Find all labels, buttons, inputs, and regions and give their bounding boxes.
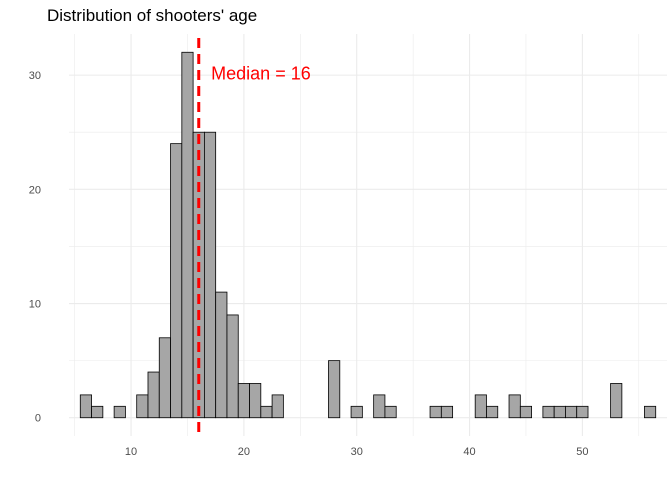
histogram-bar [328,360,341,419]
histogram-bar [474,394,487,419]
histogram-bar [181,51,194,419]
histogram-bar [226,314,239,419]
histogram-bar [91,405,104,419]
x-tick-label: 50 [576,446,588,458]
histogram-bar [440,405,454,419]
histogram-bar [215,291,228,419]
histogram-bar [576,405,589,419]
x-tick-label: 20 [238,446,250,458]
histogram-bar [553,405,566,419]
histogram-bar [237,383,250,419]
histogram-bar [203,131,217,419]
histogram-bar [249,383,262,419]
x-tick-label: 10 [125,446,137,458]
histogram-bar [170,143,183,419]
histogram-bar [486,405,499,419]
median-label: Median = 16 [211,64,311,84]
histogram-bar [610,383,623,419]
histogram-bar [136,394,149,419]
histogram-bars [79,51,657,419]
histogram-bar [429,405,442,419]
y-tick-label: 0 [35,413,41,425]
histogram-bar [542,405,555,419]
histogram-bar [113,405,126,419]
x-tick-label: 30 [351,446,363,458]
histogram-bar [79,394,92,419]
histogram-bar [644,405,657,419]
axis-labels: 10 20 30 40 50 0 10 20 30 [29,70,589,458]
y-tick-label: 20 [29,184,41,196]
histogram-bar [373,394,386,419]
median-annotation: Median = 16 [197,38,311,436]
x-tick-label: 40 [463,446,475,458]
histogram-bar [508,394,521,419]
chart-title: Distribution of shooters' age [47,6,258,25]
y-tick-label: 10 [29,299,41,311]
y-tick-label: 30 [29,70,41,82]
histogram-bar [147,371,160,419]
histogram-bar [384,405,397,419]
histogram-bar [565,405,578,419]
histogram-bar [519,405,533,419]
histogram-bar [350,405,363,419]
histogram-bar [158,337,171,419]
histogram-bar [271,394,284,419]
histogram-bar [260,405,273,419]
